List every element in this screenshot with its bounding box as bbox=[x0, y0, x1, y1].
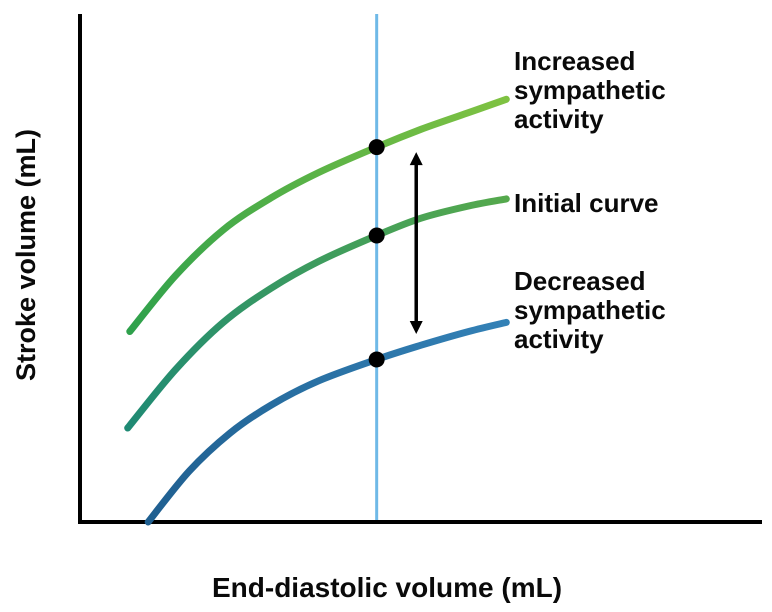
curve-0 bbox=[126, 95, 510, 335]
marker-dot-2 bbox=[368, 351, 385, 368]
curve-1 bbox=[124, 195, 510, 432]
curve-2 bbox=[144, 318, 510, 526]
annotation-initial-curve: Initial curve bbox=[514, 188, 659, 218]
arrow-head-down-icon bbox=[409, 321, 423, 335]
y-axis-label: Stroke volume (mL) bbox=[11, 128, 41, 382]
annotation-decreased-sympathetic-activity: Decreased sympathetic activity bbox=[514, 266, 666, 355]
marker-dot-0 bbox=[368, 139, 385, 156]
marker-dot-1 bbox=[368, 227, 385, 244]
annotation-increased-sympathetic-activity: Increased sympathetic activity bbox=[514, 46, 666, 135]
axes bbox=[78, 14, 762, 524]
x-axis-label: End-diastolic volume (mL) bbox=[211, 572, 563, 603]
arrow-head-up-icon bbox=[409, 152, 423, 166]
